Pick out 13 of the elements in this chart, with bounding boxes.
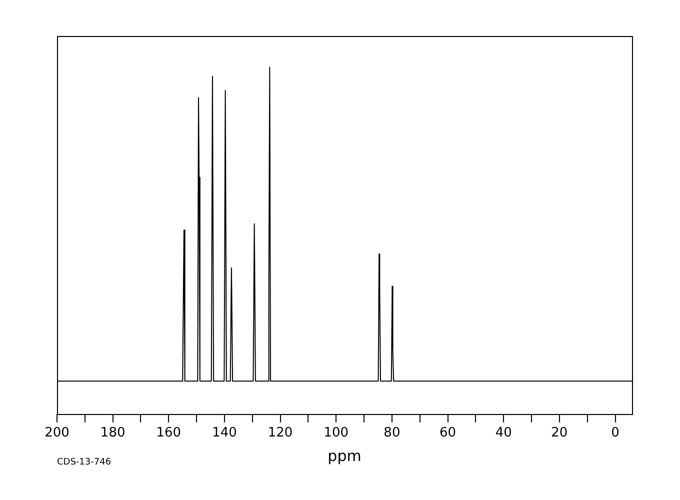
x-tick-label: 120 [268, 426, 293, 441]
text: CDS-13-746 [57, 457, 112, 468]
x-tick-label: 140 [212, 426, 237, 441]
x-tick-label: 100 [324, 426, 349, 441]
x-tick-label: 200 [44, 426, 70, 441]
x-tick-label: 20 [551, 426, 568, 441]
x-tick-label: 0 [611, 426, 620, 441]
x-tick-label: 180 [100, 426, 126, 441]
x-tick-label: 40 [495, 426, 512, 441]
x-tick-label: 80 [384, 426, 400, 441]
x-tick-label: 160 [156, 426, 182, 441]
x-axis-title: ppm [328, 446, 362, 465]
x-tick-label: 60 [440, 426, 456, 441]
